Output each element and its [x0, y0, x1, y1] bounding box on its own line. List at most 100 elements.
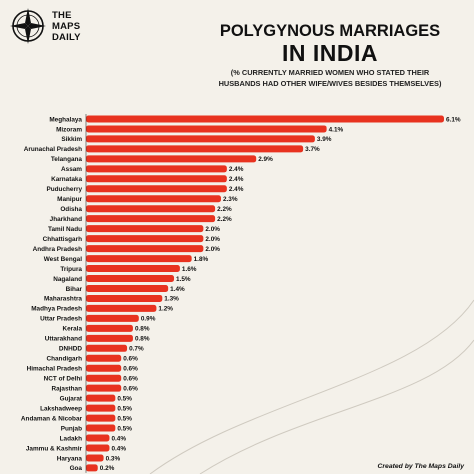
bar — [86, 145, 304, 153]
brand-line-3: DAILY — [52, 32, 81, 43]
category-label: Maharashtra — [44, 296, 82, 303]
category-label: Gujarat — [60, 395, 83, 402]
category-label: Manipur — [57, 196, 82, 203]
category-label: Kerala — [62, 326, 82, 333]
bar — [86, 364, 122, 372]
value-label: 0.6% — [123, 376, 138, 383]
credit-text: Created by The Maps Daily — [377, 463, 465, 470]
bar — [86, 384, 122, 392]
value-label: 0.4% — [111, 435, 126, 442]
value-label: 0.5% — [117, 425, 132, 432]
category-label: Goa — [70, 465, 83, 472]
category-label: Mizoram — [56, 126, 82, 133]
category-label: Rajasthan — [51, 385, 82, 392]
category-label: Meghalaya — [49, 116, 82, 123]
value-label: 2.0% — [205, 226, 220, 233]
bar — [86, 245, 204, 253]
bar — [86, 344, 128, 352]
category-label: Ladakh — [60, 435, 82, 442]
value-label: 3.7% — [305, 146, 320, 153]
bar — [86, 394, 116, 402]
chart-title-line-2: IN INDIA — [282, 40, 378, 66]
bar — [86, 135, 315, 143]
value-label: 0.2% — [100, 465, 115, 472]
chart-subtitle: (% CURRENTLY MARRIED WOMEN WHO STATED TH… — [218, 68, 442, 88]
value-label: 2.9% — [258, 156, 273, 163]
bar — [86, 304, 157, 312]
category-label: DNHDD — [59, 346, 82, 353]
bar — [86, 414, 116, 422]
value-label: 4.1% — [329, 126, 344, 133]
value-label: 2.4% — [229, 166, 244, 173]
value-label: 2.0% — [205, 246, 220, 253]
bar — [86, 294, 163, 302]
value-label: 1.8% — [194, 256, 209, 263]
bar — [86, 185, 227, 193]
bar — [86, 225, 204, 233]
bar — [86, 404, 116, 412]
value-label: 0.5% — [117, 395, 132, 402]
category-label: Tripura — [60, 266, 82, 273]
bar — [86, 334, 133, 342]
category-label: Haryana — [57, 455, 83, 462]
category-label: Jharkhand — [50, 216, 82, 223]
bar — [86, 324, 133, 332]
bar — [86, 284, 169, 292]
bar — [86, 434, 110, 442]
category-label: Assam — [61, 166, 82, 173]
bar — [86, 314, 139, 322]
category-label: Punjab — [61, 425, 82, 432]
category-label: Sikkim — [61, 136, 82, 143]
category-label: Telangana — [51, 156, 83, 163]
category-label: Andaman & Nicobar — [21, 415, 83, 422]
value-label: 2.0% — [205, 236, 220, 243]
category-label: Jammu & Kashmir — [26, 445, 83, 452]
bar — [86, 275, 175, 283]
bar — [86, 115, 444, 123]
brand-line-2: MAPS — [52, 21, 81, 32]
bar — [86, 175, 227, 183]
value-label: 0.6% — [123, 385, 138, 392]
category-label: Madhya Pradesh — [31, 306, 82, 313]
bar — [86, 125, 327, 133]
value-label: 2.4% — [229, 176, 244, 183]
value-label: 1.6% — [182, 266, 197, 273]
bar — [86, 155, 257, 163]
value-label: 0.8% — [135, 336, 150, 343]
value-label: 2.3% — [223, 196, 238, 203]
value-label: 2.4% — [229, 186, 244, 193]
background-decoration — [149, 299, 474, 474]
category-label: Tamil Nadu — [48, 226, 82, 233]
bar — [86, 255, 192, 263]
category-label: Odisha — [60, 206, 82, 213]
category-label: Lakshadweep — [40, 405, 82, 412]
category-label: Himachal Pradesh — [27, 366, 83, 373]
bar — [86, 424, 116, 432]
chart-title-line-1: POLYGYNOUS MARRIAGES — [219, 22, 441, 40]
value-label: 0.5% — [117, 405, 132, 412]
bar — [86, 195, 221, 203]
category-label: Puducherry — [46, 186, 82, 193]
category-label: Uttar Pradesh — [40, 316, 82, 323]
value-label: 0.3% — [106, 455, 121, 462]
bar — [86, 165, 227, 173]
category-label: Uttarakhand — [45, 336, 82, 343]
category-label: Nagaland — [53, 276, 82, 283]
value-label: 0.4% — [111, 445, 126, 452]
value-label: 1.4% — [170, 286, 185, 293]
value-label: 0.8% — [135, 326, 150, 333]
bar — [86, 454, 104, 462]
value-label: 0.6% — [123, 356, 138, 363]
category-label: NCT of Delhi — [44, 376, 83, 383]
category-label: Chhattisgarh — [43, 236, 83, 243]
value-label: 6.1% — [446, 116, 461, 123]
bar — [86, 215, 216, 223]
bar — [86, 265, 180, 273]
value-label: 0.9% — [141, 316, 156, 323]
value-label: 1.3% — [164, 296, 179, 303]
category-label: West Bengal — [44, 256, 82, 263]
category-label: Arunachal Pradesh — [24, 146, 82, 153]
value-label: 1.5% — [176, 276, 191, 283]
bar — [86, 205, 216, 213]
